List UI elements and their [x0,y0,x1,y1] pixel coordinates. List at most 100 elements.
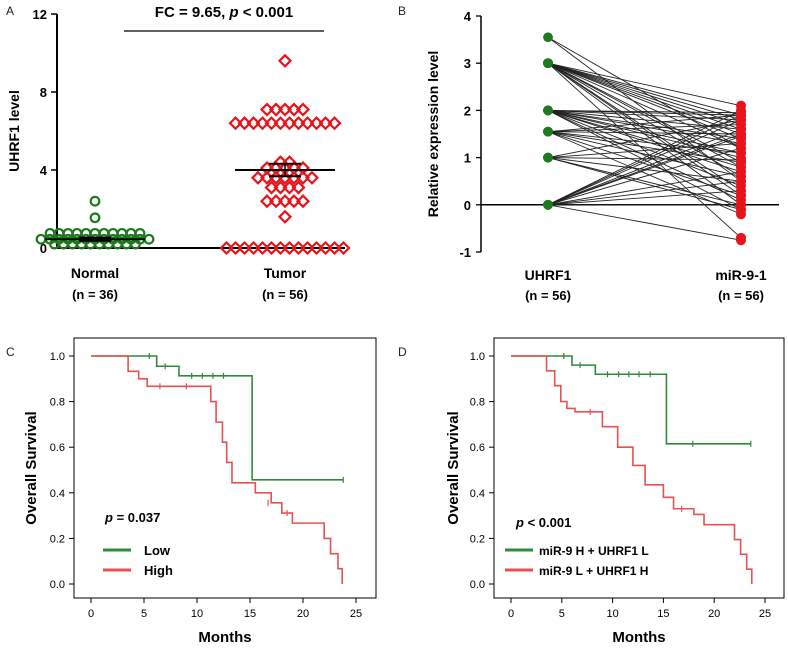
normal-point [143,233,155,245]
y-tick-label: 4 [40,163,48,178]
y-tick-label: 0.6 [50,442,65,454]
tumor-point [318,240,333,256]
y-tick-label: 0.4 [470,488,485,500]
tumor-point [277,102,293,117]
y-tick-label: 0 [464,198,471,213]
plot-frame [73,337,377,599]
x-tick-label: 25 [759,608,771,620]
tumor-point [268,102,284,117]
mir-9-1-point [736,143,746,154]
tumor-point [219,240,234,256]
pair-line [547,62,742,121]
tumor-point [273,116,288,131]
x-tick-label: 10 [606,608,618,620]
y-axis-label: Relative expression level [425,51,441,218]
tumor-point [255,116,270,131]
pair-line [547,131,742,154]
y-tick-label: 0.6 [470,442,485,454]
panel-label-a: A [6,4,14,18]
pair-line [547,190,742,206]
x-tick-label: 5 [559,608,565,620]
tumor-point [327,240,342,256]
pair-line [547,171,742,206]
pair-line [547,135,742,206]
tumor-point [264,240,279,256]
x-tick-label: 20 [297,608,309,620]
tumor-point [300,240,315,256]
y-tick-label: 4 [464,9,472,24]
tumor-point [268,194,284,209]
pair-line [547,114,742,133]
y-tick-label: 0.2 [50,533,65,545]
x-tick-label: 5 [141,608,147,620]
tumor-point [286,102,302,117]
tumor-point [255,240,270,256]
tumor-point [273,240,288,256]
tumor-point [291,116,306,131]
tumor-point [277,194,293,209]
x-tick-label: 0 [88,608,94,620]
tumor-point [336,240,351,256]
pair-line [547,157,742,210]
normal-point [89,212,101,224]
y-axis-label: Overall Survival [445,411,462,524]
uhrf1-point [543,58,553,68]
y-tick-label: 1 [464,151,471,166]
survival-curve-green [91,355,344,481]
y-tick-label: 0.0 [470,579,485,591]
y-tick-label: 0 [40,241,47,256]
pair-line [547,109,742,144]
tumor-point [282,180,297,195]
uhrf1-point [543,32,553,43]
tumor-point [291,240,306,256]
fc-annotation: FC = 9.65, p < 0.001 [155,4,293,21]
survival-curve-red [511,355,753,584]
mir-9-1-point [736,114,746,125]
tumor-point [309,240,324,256]
survival-curve-red [91,355,344,584]
pair-line [547,204,742,241]
x-axis-label: Months [198,629,251,646]
tumor-point [237,240,252,256]
category-label: Normal [71,265,119,281]
tumor-point [246,116,261,131]
y-tick-label: 8 [40,85,47,100]
group-n-label: (n = 56) [525,288,571,303]
tumor-point [264,116,279,131]
panel-a: A 0 4 8 12 UHRF1 level FC = 9.65, p < 0.001 No… [6,4,351,302]
mir-9-1-point [736,235,746,246]
pair-line [547,109,742,206]
category-label: Tumor [264,265,307,281]
tumor-point [259,194,275,209]
x-tick-label: 15 [244,608,256,620]
pair-line [547,109,742,173]
category-n-label: (n = 36) [72,287,118,302]
mir-9-1-point [736,185,746,196]
tumor-point [286,194,302,209]
pair-line [547,62,742,107]
legend-label: Low [144,543,171,558]
mir-9-1-point [736,176,746,187]
mir-9-1-point [736,105,746,116]
y-axis-label: UHRF1 level [6,90,22,172]
group-label: UHRF1 [525,267,572,283]
tumor-point [273,180,288,195]
uhrf1-point [543,152,553,163]
tumor-point [291,180,306,195]
tumor-point [264,180,279,195]
uhrf1-point [543,105,553,116]
y-tick-label: 0.4 [50,488,65,500]
y-tick-label: 0.0 [50,579,65,591]
x-tick-label: 10 [191,608,203,620]
uhrf1-point [543,126,553,137]
panel-label-d: D [398,345,407,359]
plot-frame [493,337,785,599]
pair-line [547,128,742,206]
pair-line [547,62,742,135]
p-value: p = 0.037 [104,510,160,525]
tumor-point [259,102,275,117]
y-tick-label: 2 [464,103,471,118]
pair-line [547,62,742,149]
panel-b: B -1 0 1 2 3 4 Relative expression level UHRF1 (… [398,4,779,303]
y-tick-label: 1.0 [470,351,485,363]
